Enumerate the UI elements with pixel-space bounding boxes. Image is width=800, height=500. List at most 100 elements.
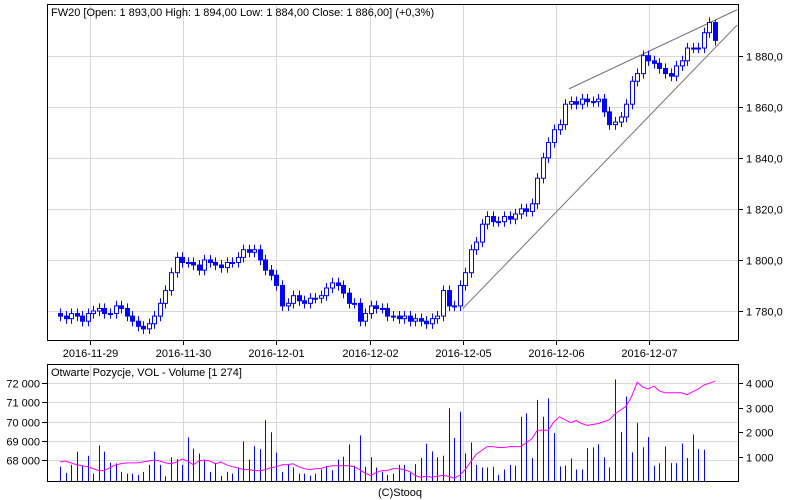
candle-body — [330, 282, 335, 289]
candle — [541, 152, 546, 184]
candle-body — [641, 55, 646, 75]
candle — [258, 244, 263, 266]
candle-body — [591, 101, 596, 104]
candle — [75, 308, 80, 322]
candle — [147, 318, 152, 334]
candle — [580, 93, 585, 110]
candle — [302, 295, 307, 309]
candle-body — [108, 313, 113, 316]
candle-body — [75, 313, 80, 317]
candle — [324, 282, 329, 301]
candle — [114, 300, 119, 319]
candle — [58, 308, 63, 322]
candle — [141, 321, 146, 334]
candle-body — [302, 300, 307, 304]
candle — [563, 99, 568, 130]
candle — [652, 55, 657, 69]
candle — [274, 270, 279, 291]
candle — [119, 300, 124, 314]
left-axis-label: 70 000 — [6, 418, 40, 430]
candle — [613, 116, 618, 130]
candle-body — [602, 98, 607, 113]
candle-body — [447, 290, 452, 307]
candle — [530, 198, 535, 217]
candle-body — [169, 272, 174, 292]
right-axis-label: 4 000 — [746, 379, 774, 391]
candle — [657, 58, 662, 74]
candle — [374, 300, 379, 314]
candle-body — [419, 318, 424, 322]
lower-title: Otwarte Pozycje, VOL - Volume [1 274] — [51, 367, 242, 379]
candle-body — [102, 307, 107, 315]
candle — [369, 300, 374, 319]
candle — [447, 285, 452, 311]
candle — [108, 308, 113, 319]
candle — [163, 285, 168, 309]
trendlines — [462, 9, 738, 309]
candle-body — [569, 101, 574, 105]
candle — [291, 290, 296, 309]
candle-body — [86, 313, 91, 322]
candle-body — [230, 261, 235, 264]
candle-body — [369, 305, 374, 315]
candle — [630, 76, 635, 110]
candle-body — [236, 256, 241, 263]
candle — [308, 293, 313, 309]
candle-body — [596, 98, 601, 103]
y-tick-label: 1 780,0 — [746, 307, 783, 319]
candle — [408, 311, 413, 327]
candle-body — [541, 157, 546, 179]
candle — [546, 137, 551, 163]
candle-body — [707, 22, 712, 34]
candle — [91, 305, 96, 319]
main-grid — [47, 5, 738, 340]
candle-body — [696, 47, 701, 50]
candle — [69, 308, 74, 324]
x-tick-label: 2016-12-01 — [248, 348, 304, 360]
lower-plot-frame — [47, 364, 739, 482]
candle-body — [69, 313, 74, 320]
candle-body — [502, 216, 507, 223]
candle — [380, 303, 385, 314]
right-axis-label: 3 000 — [746, 404, 774, 416]
x-tick-label: 2016-11-30 — [156, 348, 211, 360]
candle — [336, 277, 341, 291]
candle — [480, 219, 485, 248]
candle-body — [241, 249, 246, 258]
candle — [263, 254, 268, 276]
candle — [319, 290, 324, 304]
candle — [641, 50, 646, 79]
candle — [397, 311, 402, 324]
candle — [535, 173, 540, 209]
candle — [347, 288, 352, 309]
left-axis-label: 69 000 — [6, 437, 40, 449]
x-tick-label: 2016-12-07 — [621, 348, 677, 360]
candle-body — [458, 284, 463, 307]
candle — [191, 257, 196, 271]
candle-body — [613, 121, 618, 126]
candle — [680, 55, 685, 72]
right-axis-label: 1 000 — [746, 453, 774, 465]
candle-body — [358, 302, 363, 322]
candle — [696, 42, 701, 54]
candle-body — [158, 302, 163, 317]
candle-body — [524, 208, 529, 212]
candle-body — [702, 32, 707, 49]
candle-body — [685, 47, 690, 62]
candle-body — [530, 203, 535, 212]
y-tick-label: 1 880,0 — [746, 52, 783, 64]
x-tick-label: 2016-12-05 — [435, 348, 491, 360]
x-tick-label: 2016-11-29 — [63, 348, 118, 360]
candle-body — [385, 307, 390, 317]
candle-body — [430, 318, 435, 325]
candle — [707, 17, 712, 38]
candle — [169, 267, 174, 296]
candle — [602, 93, 607, 117]
candle-body — [152, 315, 157, 325]
left-axis-label: 72 000 — [6, 379, 40, 391]
candle-body — [441, 290, 446, 317]
lower-grid — [47, 365, 738, 481]
chart-header: FW20 [Open: 1 893,00 High: 1 894,00 Low:… — [51, 7, 434, 19]
candle — [175, 252, 180, 278]
candle-body — [58, 313, 63, 317]
